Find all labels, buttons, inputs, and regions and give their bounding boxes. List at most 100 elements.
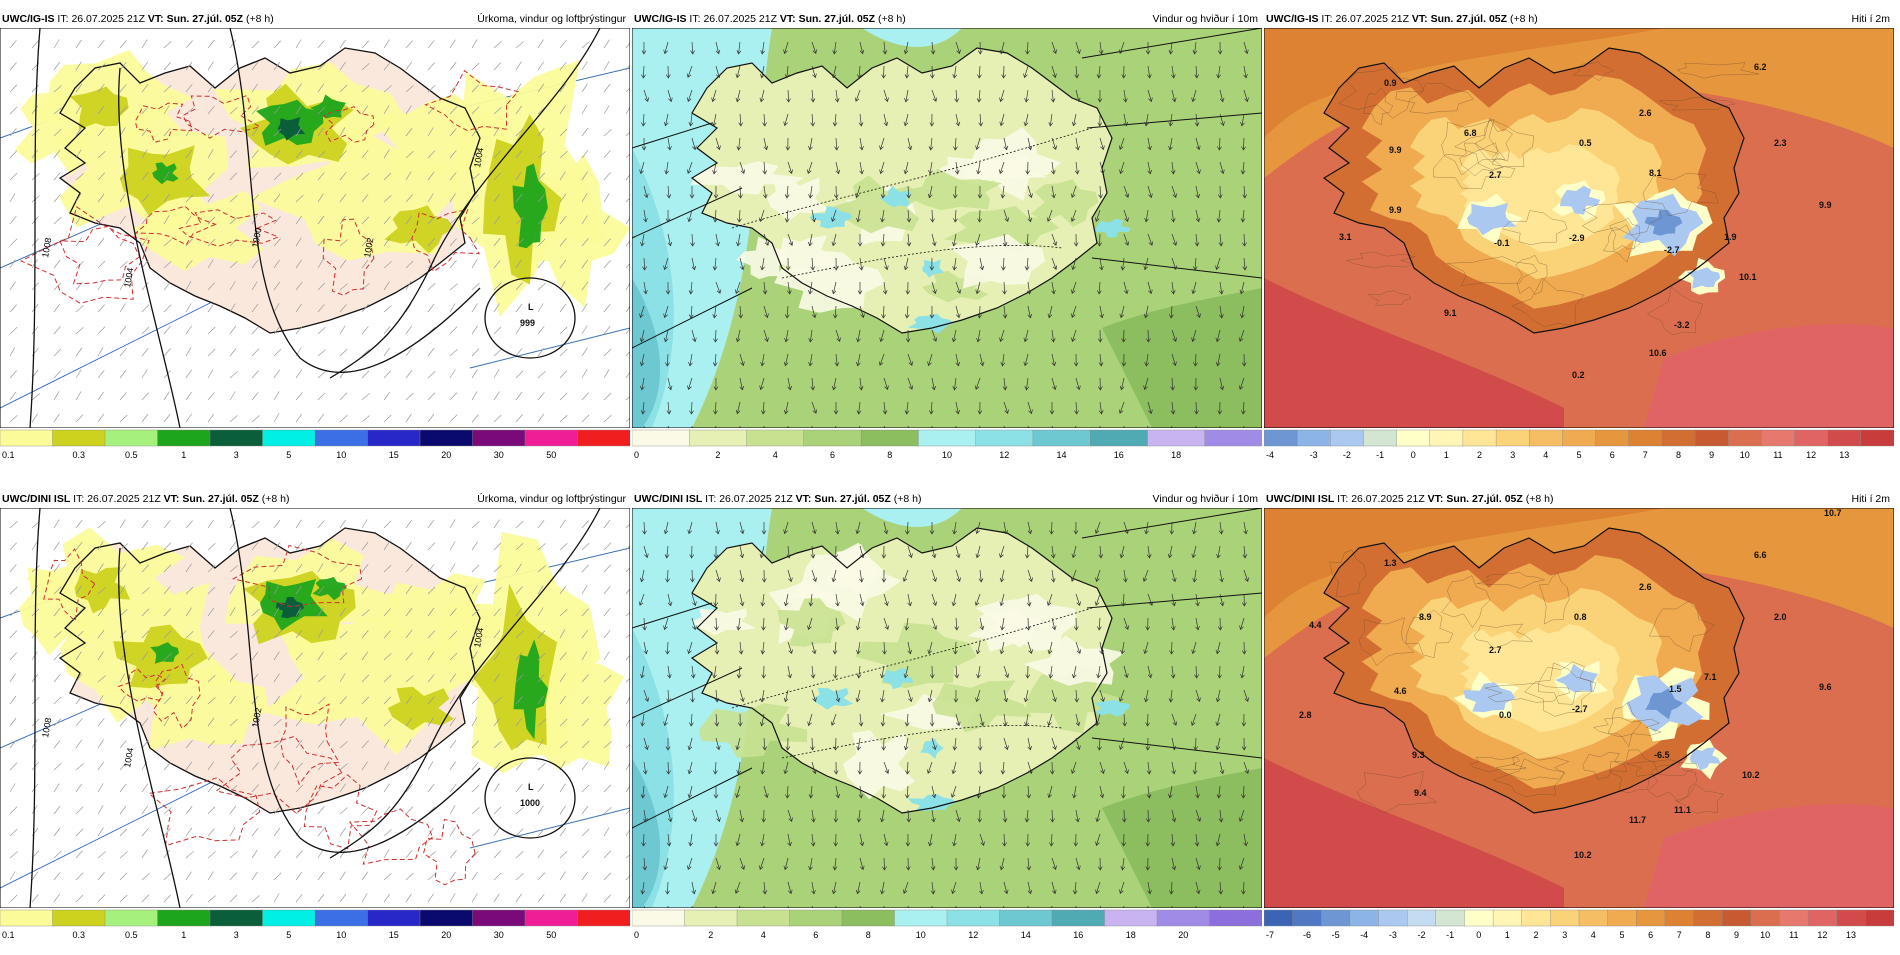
colorbar-label: 0 (1476, 930, 1481, 940)
colorbar-swatch (158, 430, 211, 446)
temp-value-label: 9.3 (1412, 750, 1425, 760)
temp-value-label: -6.5 (1654, 750, 1670, 760)
colorbar-swatch (1596, 430, 1630, 446)
colorbar-label: 16 (1073, 930, 1083, 940)
model-name: UWC/DINI ISL (634, 493, 702, 505)
colorbar-swatch (420, 910, 473, 926)
colorbar-label: 2 (715, 450, 720, 460)
it-label: IT: (1337, 493, 1348, 505)
panel-header: UWC/IG-IS IT: 26.07.2025 21Z VT: Sun. 27… (632, 10, 1262, 28)
temp-value-label: 6.6 (1754, 550, 1767, 560)
colorbar-swatch (685, 910, 738, 926)
colorbar-swatch (315, 430, 368, 446)
wind-arrow (1220, 858, 1221, 870)
temp-value-label: 2.6 (1639, 108, 1652, 118)
colorbar-swatch (1000, 910, 1053, 926)
panel-header: UWC/DINI ISL IT: 26.07.2025 21Z VT: Sun.… (632, 490, 1262, 508)
colorbar-swatch (1695, 430, 1729, 446)
colorbar-label: 12 (968, 930, 978, 940)
colorbar-swatch (1529, 430, 1563, 446)
temp-value-label: 4.6 (1394, 686, 1407, 696)
temp-value-label: 2.6 (1639, 582, 1652, 592)
vt-label: VT: (780, 13, 796, 25)
colorbar-swatch (1157, 910, 1210, 926)
wind-arrow (1004, 66, 1005, 78)
temp-value-label: 2.7 (1489, 645, 1502, 655)
temp-value-label: 9.1 (1444, 308, 1457, 318)
wind-arrow (884, 66, 885, 78)
temp-value-label: 10.2 (1742, 770, 1760, 780)
vt-label: VT: (1412, 13, 1428, 25)
valid-time: Sun. 27.júl. 05Z (167, 13, 243, 25)
colorbar-swatch (1780, 910, 1809, 926)
colorbar-swatch (1722, 910, 1751, 926)
lead-time: (+8 h) (262, 493, 290, 505)
temp-value-label: 10.7 (1824, 508, 1842, 518)
colorbar-swatch (947, 910, 1000, 926)
model-name: UWC/IG-IS (2, 13, 55, 25)
colorbar-label: 12 (1806, 450, 1816, 460)
colorbar-label: -2 (1343, 450, 1351, 460)
colorbar-swatches (632, 910, 1262, 926)
colorbar-label: 0.5 (125, 930, 138, 940)
lead-time: (+8 h) (246, 13, 274, 25)
temp-value-label: 8.9 (1419, 612, 1432, 622)
vt-label: VT: (796, 493, 812, 505)
colorbar-label: -6 (1303, 930, 1311, 940)
lead-time: (+8 h) (1526, 493, 1554, 505)
panel-title: Vindur og hviður í 10m (1153, 10, 1258, 28)
colorbar-label: 0.1 (2, 450, 15, 460)
colorbar-label: -2 (1417, 930, 1425, 940)
colorbar-label: 0 (634, 930, 639, 940)
low-pressure-value: 1000 (520, 798, 540, 808)
model-name: UWC/IG-IS (1266, 13, 1319, 25)
colorbar-swatch (1550, 910, 1579, 926)
colorbar-swatch (790, 910, 843, 926)
temp-value-label: 0.9 (1384, 78, 1397, 88)
colorbar-swatch (578, 910, 631, 926)
colorbar-swatch (263, 430, 316, 446)
panel-title: Hiti í 2m (1851, 490, 1890, 508)
init-time: 26.07.2025 21Z (1351, 493, 1425, 505)
vt-label: VT: (1428, 493, 1444, 505)
colorbar-swatch (53, 910, 106, 926)
colorbar-label: 12 (999, 450, 1009, 460)
colorbar-swatch (1808, 910, 1837, 926)
colorbar-label: 5 (286, 930, 291, 940)
colorbar-label: 0.1 (2, 930, 15, 940)
colorbar-swatch (0, 910, 53, 926)
model-name: UWC/DINI ISL (2, 493, 70, 505)
panel-wind-igis: UWC/IG-IS IT: 26.07.2025 21Z VT: Sun. 27… (632, 10, 1262, 475)
colorbar-swatch (1861, 430, 1894, 446)
colorbar-label: 4 (761, 930, 766, 940)
colorbar-label: 2 (1533, 930, 1538, 940)
colorbar-swatch (210, 910, 263, 926)
colorbar-label: -3 (1389, 930, 1397, 940)
colorbar-swatch (1562, 430, 1596, 446)
valid-time: Sun. 27.júl. 05Z (1446, 493, 1522, 505)
valid-time: Sun. 27.júl. 05Z (814, 493, 890, 505)
colorbar-label: 9 (1734, 930, 1739, 940)
colorbar-swatches (0, 910, 630, 926)
colorbar-label: 3 (234, 930, 239, 940)
colorbar-swatch (1865, 910, 1894, 926)
colorbar-label: 20 (441, 930, 451, 940)
temp-value-label: -2.9 (1569, 233, 1585, 243)
it-label: IT: (689, 13, 700, 25)
colorbar-label: 30 (494, 450, 504, 460)
colorbar-label: 6 (1610, 450, 1615, 460)
colorbar-label: 0.5 (125, 450, 138, 460)
temp-value-label: 10.1 (1739, 272, 1757, 282)
colorbar-label: 3 (234, 450, 239, 460)
colorbar-label: 10 (1740, 450, 1750, 460)
temp-value-label: 10.2 (1574, 850, 1592, 860)
model-name: UWC/IG-IS (634, 13, 687, 25)
wind-arrow (1028, 162, 1029, 174)
panel-header: UWC/IG-IS IT: 26.07.2025 21Z VT: Sun. 27… (0, 10, 630, 28)
colorbar-swatch (1795, 430, 1829, 446)
panel-precip-dini: UWC/DINI ISL IT: 26.07.2025 21Z VT: Sun.… (0, 490, 630, 955)
